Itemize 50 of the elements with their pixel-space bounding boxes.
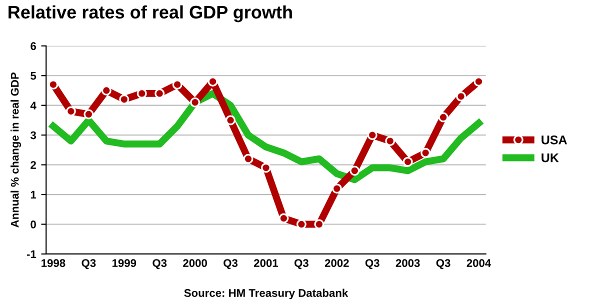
point (367, 130, 378, 140)
point (243, 154, 254, 164)
x-tick-label: 2000 (183, 259, 207, 268)
y-tick-label: -1 (26, 250, 36, 258)
y-axis-title: Annual % change in real GDP (10, 72, 21, 228)
x-tick-label: 1998 (42, 259, 66, 268)
point (48, 80, 58, 90)
x-tick-label: Q3 (224, 259, 238, 270)
point (456, 91, 466, 102)
point (278, 213, 289, 224)
point (438, 112, 448, 122)
point (350, 166, 360, 176)
y-tick-label: 4 (30, 102, 36, 110)
y-tick-label: 5 (30, 72, 36, 80)
point (385, 136, 396, 146)
legend-label: USA (542, 135, 567, 144)
point (66, 106, 76, 116)
point (296, 219, 306, 230)
x-tick-label: 2003 (396, 259, 420, 268)
x-tick-label: 2001 (254, 259, 278, 268)
x-tick-label: Q3 (294, 259, 308, 270)
chart-title: Relative rates of real GDP growth (8, 5, 292, 22)
point (314, 219, 324, 230)
point (84, 109, 94, 120)
x-tick-label: Q3 (82, 259, 96, 270)
point (101, 85, 112, 96)
point (332, 184, 342, 194)
x-tick-label: 2004 (466, 259, 492, 268)
point (226, 115, 236, 126)
point (172, 80, 182, 90)
source-note: Source: HM Treasury Databank (184, 288, 348, 300)
point (119, 94, 130, 104)
y-tick-label: 1 (30, 190, 36, 199)
legend-label: UK (542, 154, 559, 162)
y-tick-label: 3 (30, 131, 36, 140)
y-tick-label: 0 (30, 220, 36, 228)
x-tick-label: Q3 (365, 259, 380, 270)
point (260, 162, 271, 173)
x-tick-label: Q3 (436, 259, 450, 270)
point (208, 76, 218, 87)
x-tick-label: Q3 (152, 259, 167, 270)
point (190, 97, 200, 108)
x-tick-label: 1999 (112, 259, 136, 268)
y-tick-label: 6 (30, 42, 36, 50)
y-tick-label: 2 (30, 161, 36, 169)
point (154, 88, 165, 98)
point (420, 148, 431, 158)
point (474, 76, 484, 87)
point (402, 156, 413, 167)
x-tick-label: 2002 (324, 259, 349, 268)
